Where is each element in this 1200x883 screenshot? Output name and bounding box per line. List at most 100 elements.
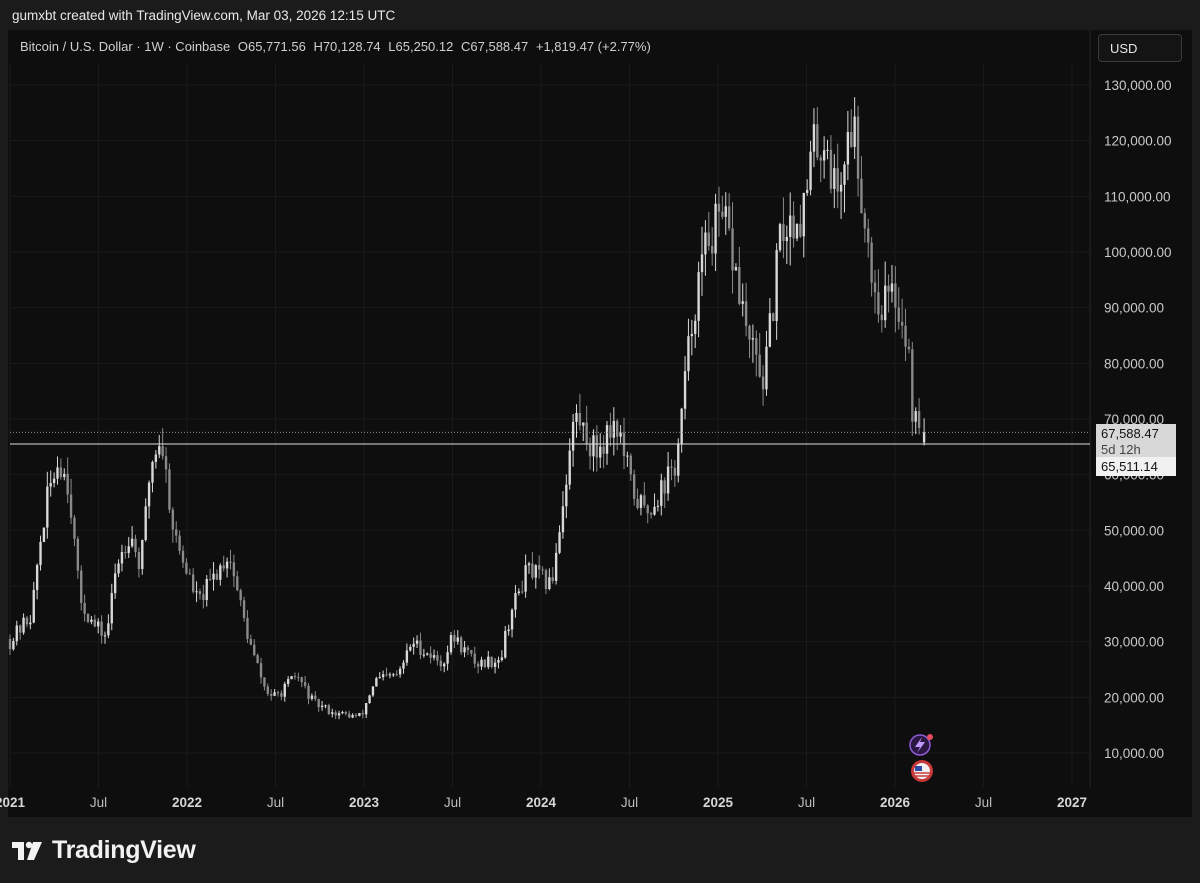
candle-body bbox=[833, 168, 836, 189]
candle-body bbox=[724, 206, 727, 217]
chart-pane[interactable] bbox=[8, 30, 1192, 817]
candle-body bbox=[544, 570, 548, 590]
candle-body bbox=[256, 655, 259, 664]
candle-body bbox=[493, 662, 497, 667]
candle-body bbox=[609, 425, 612, 438]
candle-body bbox=[337, 713, 341, 716]
candle-body bbox=[429, 653, 432, 658]
candle-body bbox=[83, 602, 86, 614]
candle-body bbox=[809, 151, 812, 191]
candle-body bbox=[578, 413, 582, 426]
flash-event-icon[interactable] bbox=[909, 734, 933, 756]
candle-body bbox=[443, 663, 446, 667]
y-tick-label: 80,000.00 bbox=[1104, 356, 1164, 371]
candle-body bbox=[222, 565, 225, 569]
candle-body bbox=[534, 565, 537, 578]
high-value: H70,128.74 bbox=[313, 39, 381, 54]
candle-body bbox=[911, 349, 914, 422]
candle-body bbox=[670, 466, 673, 468]
candle-body bbox=[758, 354, 761, 377]
candle-body bbox=[290, 676, 293, 680]
candle-body bbox=[103, 635, 107, 637]
candle-body bbox=[293, 676, 297, 678]
candle-body bbox=[419, 640, 422, 655]
candle-body bbox=[93, 619, 96, 627]
candle-body bbox=[768, 313, 772, 347]
candle-body bbox=[181, 550, 185, 563]
candle-body bbox=[351, 714, 354, 718]
candle-body bbox=[151, 461, 154, 483]
candle-body bbox=[717, 203, 721, 212]
candle-body bbox=[378, 677, 381, 679]
change-value: +1,819.47 (+2.77%) bbox=[535, 39, 651, 54]
candle-body bbox=[575, 413, 578, 422]
candle-body bbox=[459, 637, 463, 653]
candle-body bbox=[368, 695, 371, 704]
candle-body bbox=[229, 561, 232, 563]
candle-body bbox=[263, 677, 266, 687]
candle-body bbox=[687, 336, 690, 372]
candle-body bbox=[124, 552, 127, 554]
candle-body bbox=[402, 662, 405, 669]
candle-body bbox=[32, 589, 35, 623]
candle-body bbox=[266, 686, 269, 694]
candle-body bbox=[446, 652, 449, 664]
candle-body bbox=[154, 454, 158, 462]
candle-body bbox=[883, 285, 887, 321]
candle-body bbox=[897, 307, 900, 322]
x-tick-label: 2027 bbox=[1057, 795, 1087, 810]
x-tick-label: Jul bbox=[975, 795, 992, 810]
x-tick-label: 2025 bbox=[703, 795, 734, 810]
candle-body bbox=[398, 668, 402, 675]
candle-body bbox=[86, 613, 90, 622]
candle-body bbox=[873, 282, 877, 293]
candle-body bbox=[334, 712, 337, 716]
candle-body bbox=[772, 313, 775, 321]
candle-body bbox=[35, 565, 39, 590]
candle-body bbox=[619, 432, 622, 437]
candle-body bbox=[439, 660, 442, 667]
candle-body bbox=[922, 432, 926, 443]
currency-selector[interactable]: USD bbox=[1098, 34, 1182, 62]
x-axis-labels: 2021 Jul 2022 Jul 2023 Jul 2024 Jul 2025 Jul 2026 J… bbox=[0, 795, 1087, 810]
candle-body bbox=[39, 541, 42, 566]
candle-body bbox=[15, 625, 18, 641]
candle-body bbox=[521, 591, 524, 593]
candle-body bbox=[110, 593, 113, 624]
candle-body bbox=[236, 576, 239, 591]
candle-body bbox=[680, 408, 683, 444]
candle-body bbox=[731, 228, 734, 271]
close-value: C67,588.47 bbox=[461, 39, 529, 54]
candle-body bbox=[639, 495, 643, 508]
candle-body bbox=[551, 577, 554, 581]
last-price-badge: 67,588.47 bbox=[1096, 424, 1176, 442]
candle-body bbox=[113, 573, 117, 594]
event-icons bbox=[909, 734, 933, 782]
candle-body bbox=[537, 565, 541, 570]
candle-body bbox=[385, 674, 388, 676]
candle-body bbox=[175, 529, 178, 536]
candle-body bbox=[822, 150, 826, 161]
candle-body bbox=[212, 573, 215, 580]
candle-body bbox=[704, 232, 707, 255]
us-flag-event-icon[interactable] bbox=[911, 760, 933, 782]
candle-body bbox=[599, 446, 602, 458]
candle-body bbox=[565, 484, 568, 507]
candle-body bbox=[219, 565, 222, 580]
candle-body bbox=[694, 320, 697, 334]
candle-body bbox=[900, 321, 904, 326]
y-tick-label: 120,000.00 bbox=[1104, 134, 1172, 149]
candle-body bbox=[473, 653, 476, 664]
candle-body bbox=[395, 674, 398, 676]
candle-body bbox=[107, 623, 110, 636]
candle-body bbox=[497, 659, 500, 663]
candle-body bbox=[246, 617, 249, 639]
symbol-label[interactable]: Bitcoin / U.S. Dollar · 1W · Coinbase bbox=[20, 39, 231, 54]
tradingview-logo[interactable]: TradingView bbox=[12, 836, 196, 865]
x-tick-label: 2024 bbox=[526, 795, 557, 810]
candle-body bbox=[225, 561, 229, 569]
candle-body bbox=[22, 617, 25, 633]
candle-body bbox=[63, 473, 66, 478]
candle-body bbox=[612, 420, 615, 438]
